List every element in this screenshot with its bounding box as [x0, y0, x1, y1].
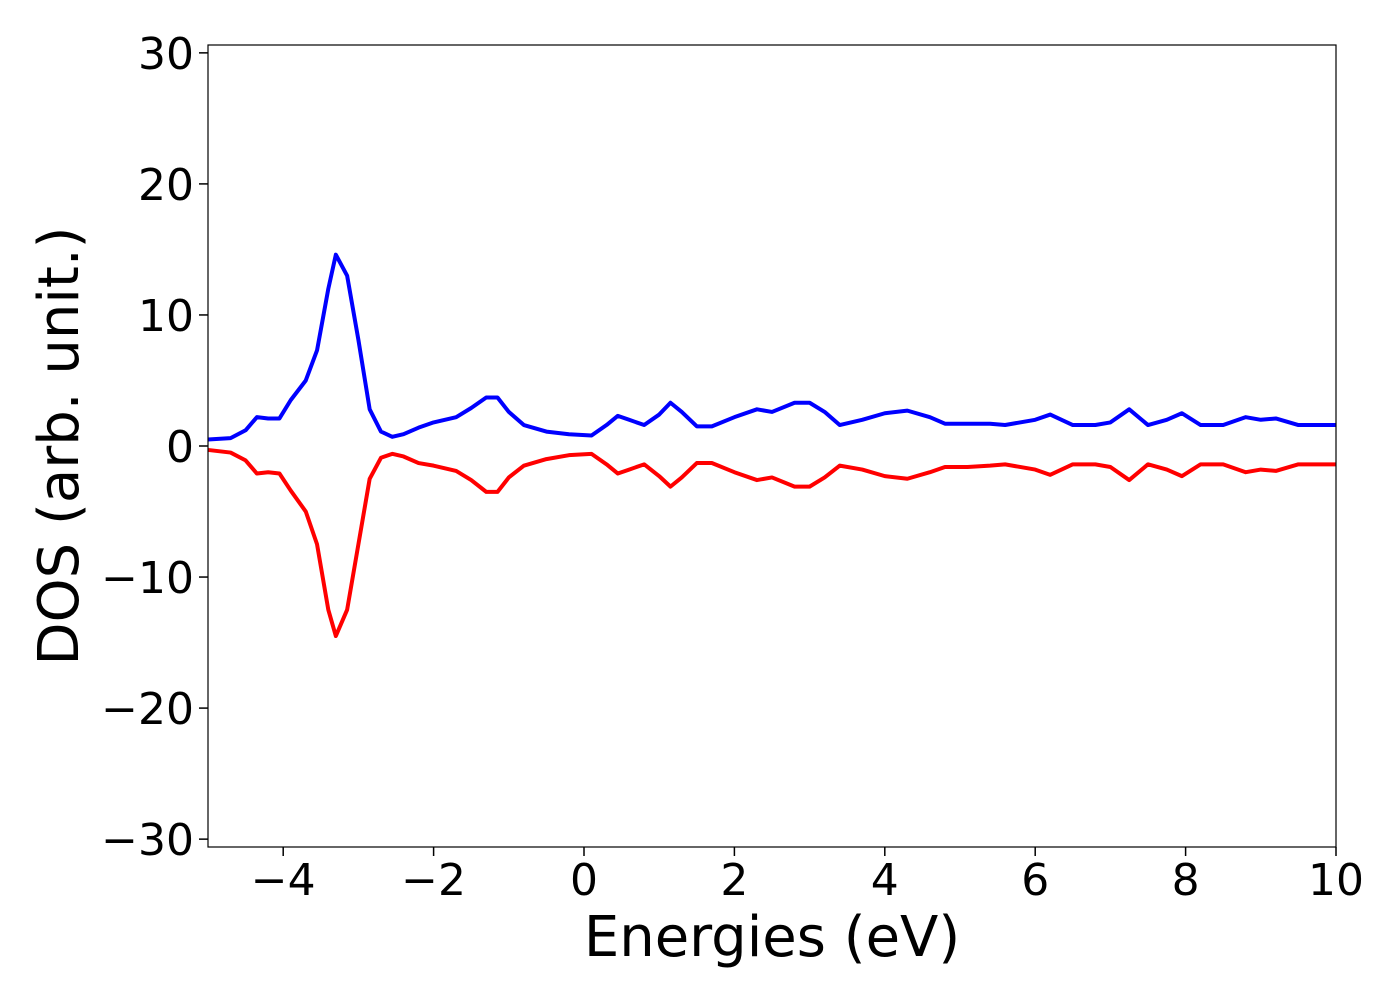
y-tick-label: 10: [138, 291, 194, 342]
y-tick-label: −30: [101, 815, 194, 866]
y-tick-label: −20: [101, 684, 194, 735]
data-line: [207, 447, 1336, 639]
y-axis-label: DOS (arb. unit.): [27, 226, 92, 665]
x-axis-label: Energies (eV): [584, 905, 960, 970]
y-tick-label: −10: [101, 553, 194, 604]
x-tick-label: 6: [1021, 855, 1049, 906]
x-tick-label: 2: [720, 855, 748, 906]
plot-frame: [207, 44, 1337, 848]
y-tick-label: 30: [138, 29, 194, 80]
y-tick-label: 20: [138, 160, 194, 211]
x-tick-label: 8: [1172, 855, 1200, 906]
x-tick-label: −4: [251, 855, 316, 906]
data-line: [207, 252, 1336, 442]
x-tick-label: 10: [1308, 855, 1364, 906]
x-tick-label: 0: [570, 855, 598, 906]
x-tick-label: −2: [401, 855, 466, 906]
x-tick-label: 4: [871, 855, 899, 906]
y-tick-label: 0: [166, 422, 194, 473]
